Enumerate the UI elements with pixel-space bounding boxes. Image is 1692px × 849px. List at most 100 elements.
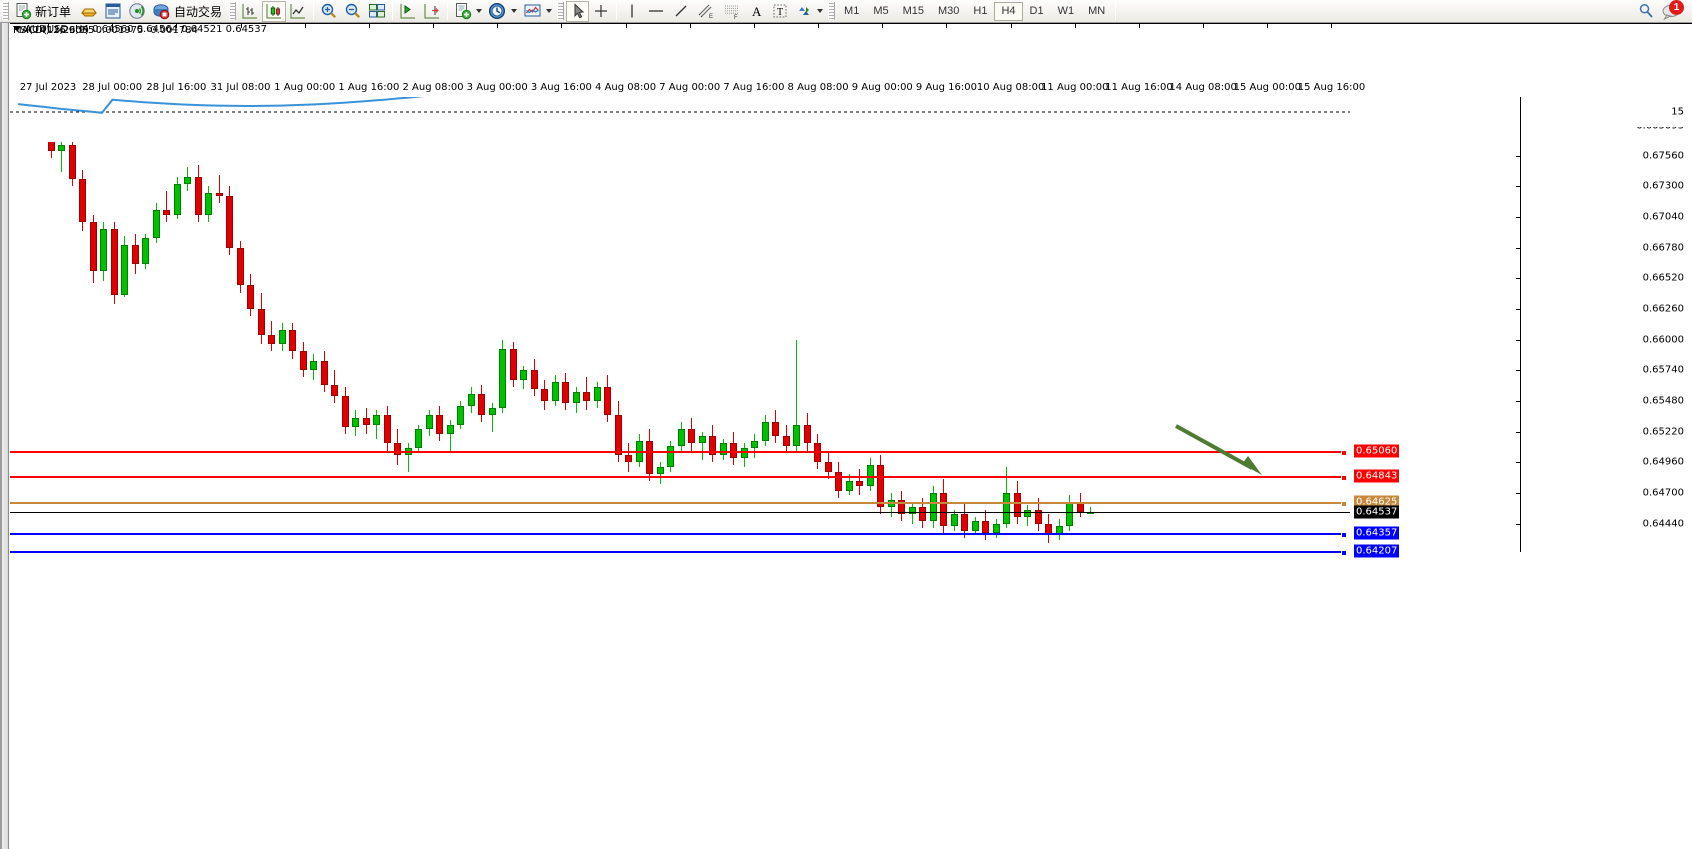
- timeframe-m15[interactable]: M15: [902, 5, 924, 17]
- tile-windows-button[interactable]: [365, 1, 389, 22]
- price-line-handle[interactable]: [1341, 532, 1347, 539]
- price-line-handle[interactable]: [1341, 449, 1347, 456]
- period-button[interactable]: [485, 1, 520, 22]
- new-chart-button[interactable]: [451, 1, 485, 22]
- timeframe-h1[interactable]: H1: [973, 5, 988, 17]
- timeframe-d1[interactable]: D1: [1029, 5, 1044, 17]
- timeframe-m30[interactable]: M30: [938, 5, 960, 17]
- text-label-tool-button[interactable]: T: [768, 1, 792, 22]
- time-axis[interactable]: 27 Jul 2023 28 Jul 00:00 28 Jul 16:00 31 Ju…: [10, 23, 1692, 97]
- price-line-label-entry[interactable]: 0.64625: [1354, 495, 1400, 509]
- time-tick: [1138, 24, 1140, 28]
- chevron-down-icon-2[interactable]: [511, 9, 518, 13]
- price-line-support[interactable]: [10, 532, 1347, 539]
- clock-icon: [489, 2, 506, 20]
- chevron-down-icon[interactable]: [476, 9, 483, 13]
- search-button[interactable]: [1634, 1, 1658, 22]
- indicators-icon: [524, 4, 541, 17]
- time-tick: [1331, 24, 1333, 28]
- bar-chart-button[interactable]: [238, 1, 262, 22]
- text-icon: A: [752, 4, 762, 19]
- time-tick-label: 11 Aug 16:00: [1105, 82, 1173, 93]
- cursor-tool-button[interactable]: [566, 0, 590, 22]
- new-order-button[interactable]: 新订单: [11, 1, 76, 22]
- time-tick: [818, 24, 820, 28]
- timeframe-h4[interactable]: H4: [994, 1, 1023, 21]
- chevron-down-icon-4[interactable]: [817, 9, 824, 13]
- notifications-button[interactable]: 1: [1658, 0, 1686, 22]
- svg-text:T: T: [777, 7, 783, 18]
- timeframe-m1[interactable]: M1: [844, 5, 860, 17]
- toolbar-grip-4[interactable]: [828, 2, 836, 20]
- arrows-tool-button[interactable]: [792, 1, 826, 22]
- chart-plot-area[interactable]: AUDUSD-,H4 0.64560 0.64564 0.64521 0.645…: [10, 23, 1692, 849]
- signals-button[interactable]: [125, 1, 149, 22]
- zoom-in-icon: [321, 3, 337, 19]
- crosshair-tool-button[interactable]: [589, 1, 613, 22]
- time-tick: [240, 24, 242, 28]
- fibonacci-icon: F: [725, 5, 739, 20]
- time-tick: [1074, 24, 1076, 28]
- price-line-handle[interactable]: [1341, 500, 1347, 507]
- toolbar-grip[interactable]: [2, 2, 9, 20]
- indicators-button[interactable]: [520, 1, 555, 22]
- price-tick-label: 0.64700: [1642, 487, 1684, 499]
- price-tick: [1516, 339, 1520, 341]
- chart-shift-button[interactable]: [396, 1, 420, 22]
- toolbar-grip-2[interactable]: [229, 2, 237, 20]
- text-tool-button[interactable]: A: [745, 1, 768, 22]
- vertical-line-tool-button[interactable]: [620, 1, 643, 22]
- price-line-support[interactable]: [10, 550, 1347, 557]
- time-tick-label: 28 Jul 16:00: [146, 82, 207, 93]
- zoom-in-button[interactable]: [317, 1, 341, 22]
- price-line-handle[interactable]: [1341, 550, 1347, 557]
- timeframe-w1[interactable]: W1: [1057, 5, 1075, 17]
- terminal-window-icon: [105, 3, 121, 19]
- price-line-label-resistance[interactable]: 0.65060: [1354, 444, 1400, 458]
- price-line-entry[interactable]: [10, 500, 1347, 507]
- autotrading-button[interactable]: 自动交易: [149, 1, 227, 22]
- down-trend-arrow-icon[interactable]: [1170, 418, 1275, 483]
- price-line-handle[interactable]: [1341, 475, 1347, 482]
- timeframe-m5[interactable]: M5: [873, 5, 889, 17]
- time-tick-label: 31 Jul 08:00: [210, 82, 271, 93]
- time-tick-label: 1 Aug 16:00: [338, 82, 400, 93]
- macd-label: MACD(12,26,9) -0.001975 -0.001784: [13, 25, 198, 36]
- terminal-button[interactable]: [101, 1, 125, 22]
- equidistant-channel-button[interactable]: E: [693, 1, 719, 22]
- time-tick-label: 15 Aug 16:00: [1297, 82, 1366, 93]
- auto-scroll-button[interactable]: [420, 1, 444, 22]
- horizontal-line-tool-button[interactable]: [643, 1, 669, 22]
- price-line-label-support[interactable]: 0.64357: [1354, 526, 1400, 540]
- price-line-resistance[interactable]: [10, 475, 1347, 482]
- pending-orders-button[interactable]: [76, 1, 101, 22]
- rsi-label: RSI(14) 36.9055: [13, 25, 95, 36]
- time-tick-label: 15 Aug 00:00: [1233, 82, 1302, 93]
- price-tick-label: 0.65220: [1642, 426, 1684, 438]
- collapse-triangle-icon[interactable]: [13, 26, 21, 31]
- price-line-label-resistance[interactable]: 0.64843: [1354, 469, 1400, 483]
- toolbar-grip-3[interactable]: [557, 2, 565, 20]
- timeframe-mn[interactable]: MN: [1088, 5, 1106, 17]
- price-line-resistance[interactable]: [10, 449, 1347, 456]
- chart-symbol-header: AUDUSD-,H4 0.64560 0.64564 0.64521 0.645…: [13, 24, 267, 35]
- trendline-tool-button[interactable]: [669, 1, 693, 22]
- time-tick-label: 4 Aug 08:00: [595, 82, 657, 93]
- vertical-line-icon: [630, 4, 633, 18]
- price-tick-label: 0.64960: [1642, 456, 1684, 468]
- time-tick-label: 9 Aug 16:00: [915, 82, 977, 93]
- price-line-label-support[interactable]: 0.64207: [1354, 544, 1400, 558]
- toolbar-separator-2: [392, 2, 394, 20]
- time-tick-label: 10 Aug 08:00: [976, 82, 1045, 93]
- time-tick: [112, 24, 114, 28]
- chevron-down-icon-3[interactable]: [546, 9, 553, 13]
- line-chart-button[interactable]: [286, 1, 310, 22]
- price-line-label-current-price[interactable]: 0.64537: [1354, 505, 1400, 519]
- zoom-out-button[interactable]: [341, 1, 365, 22]
- price-line-current-price[interactable]: [10, 512, 1350, 514]
- fibonacci-tool-button[interactable]: F: [719, 1, 745, 22]
- price-tick-label: 0.66780: [1642, 242, 1684, 254]
- chart-left-scrollbar[interactable]: [2, 23, 9, 849]
- candlestick-chart-button[interactable]: [262, 0, 287, 22]
- chart-window[interactable]: AUDUSD-,H4 0.64560 0.64564 0.64521 0.645…: [0, 23, 1692, 849]
